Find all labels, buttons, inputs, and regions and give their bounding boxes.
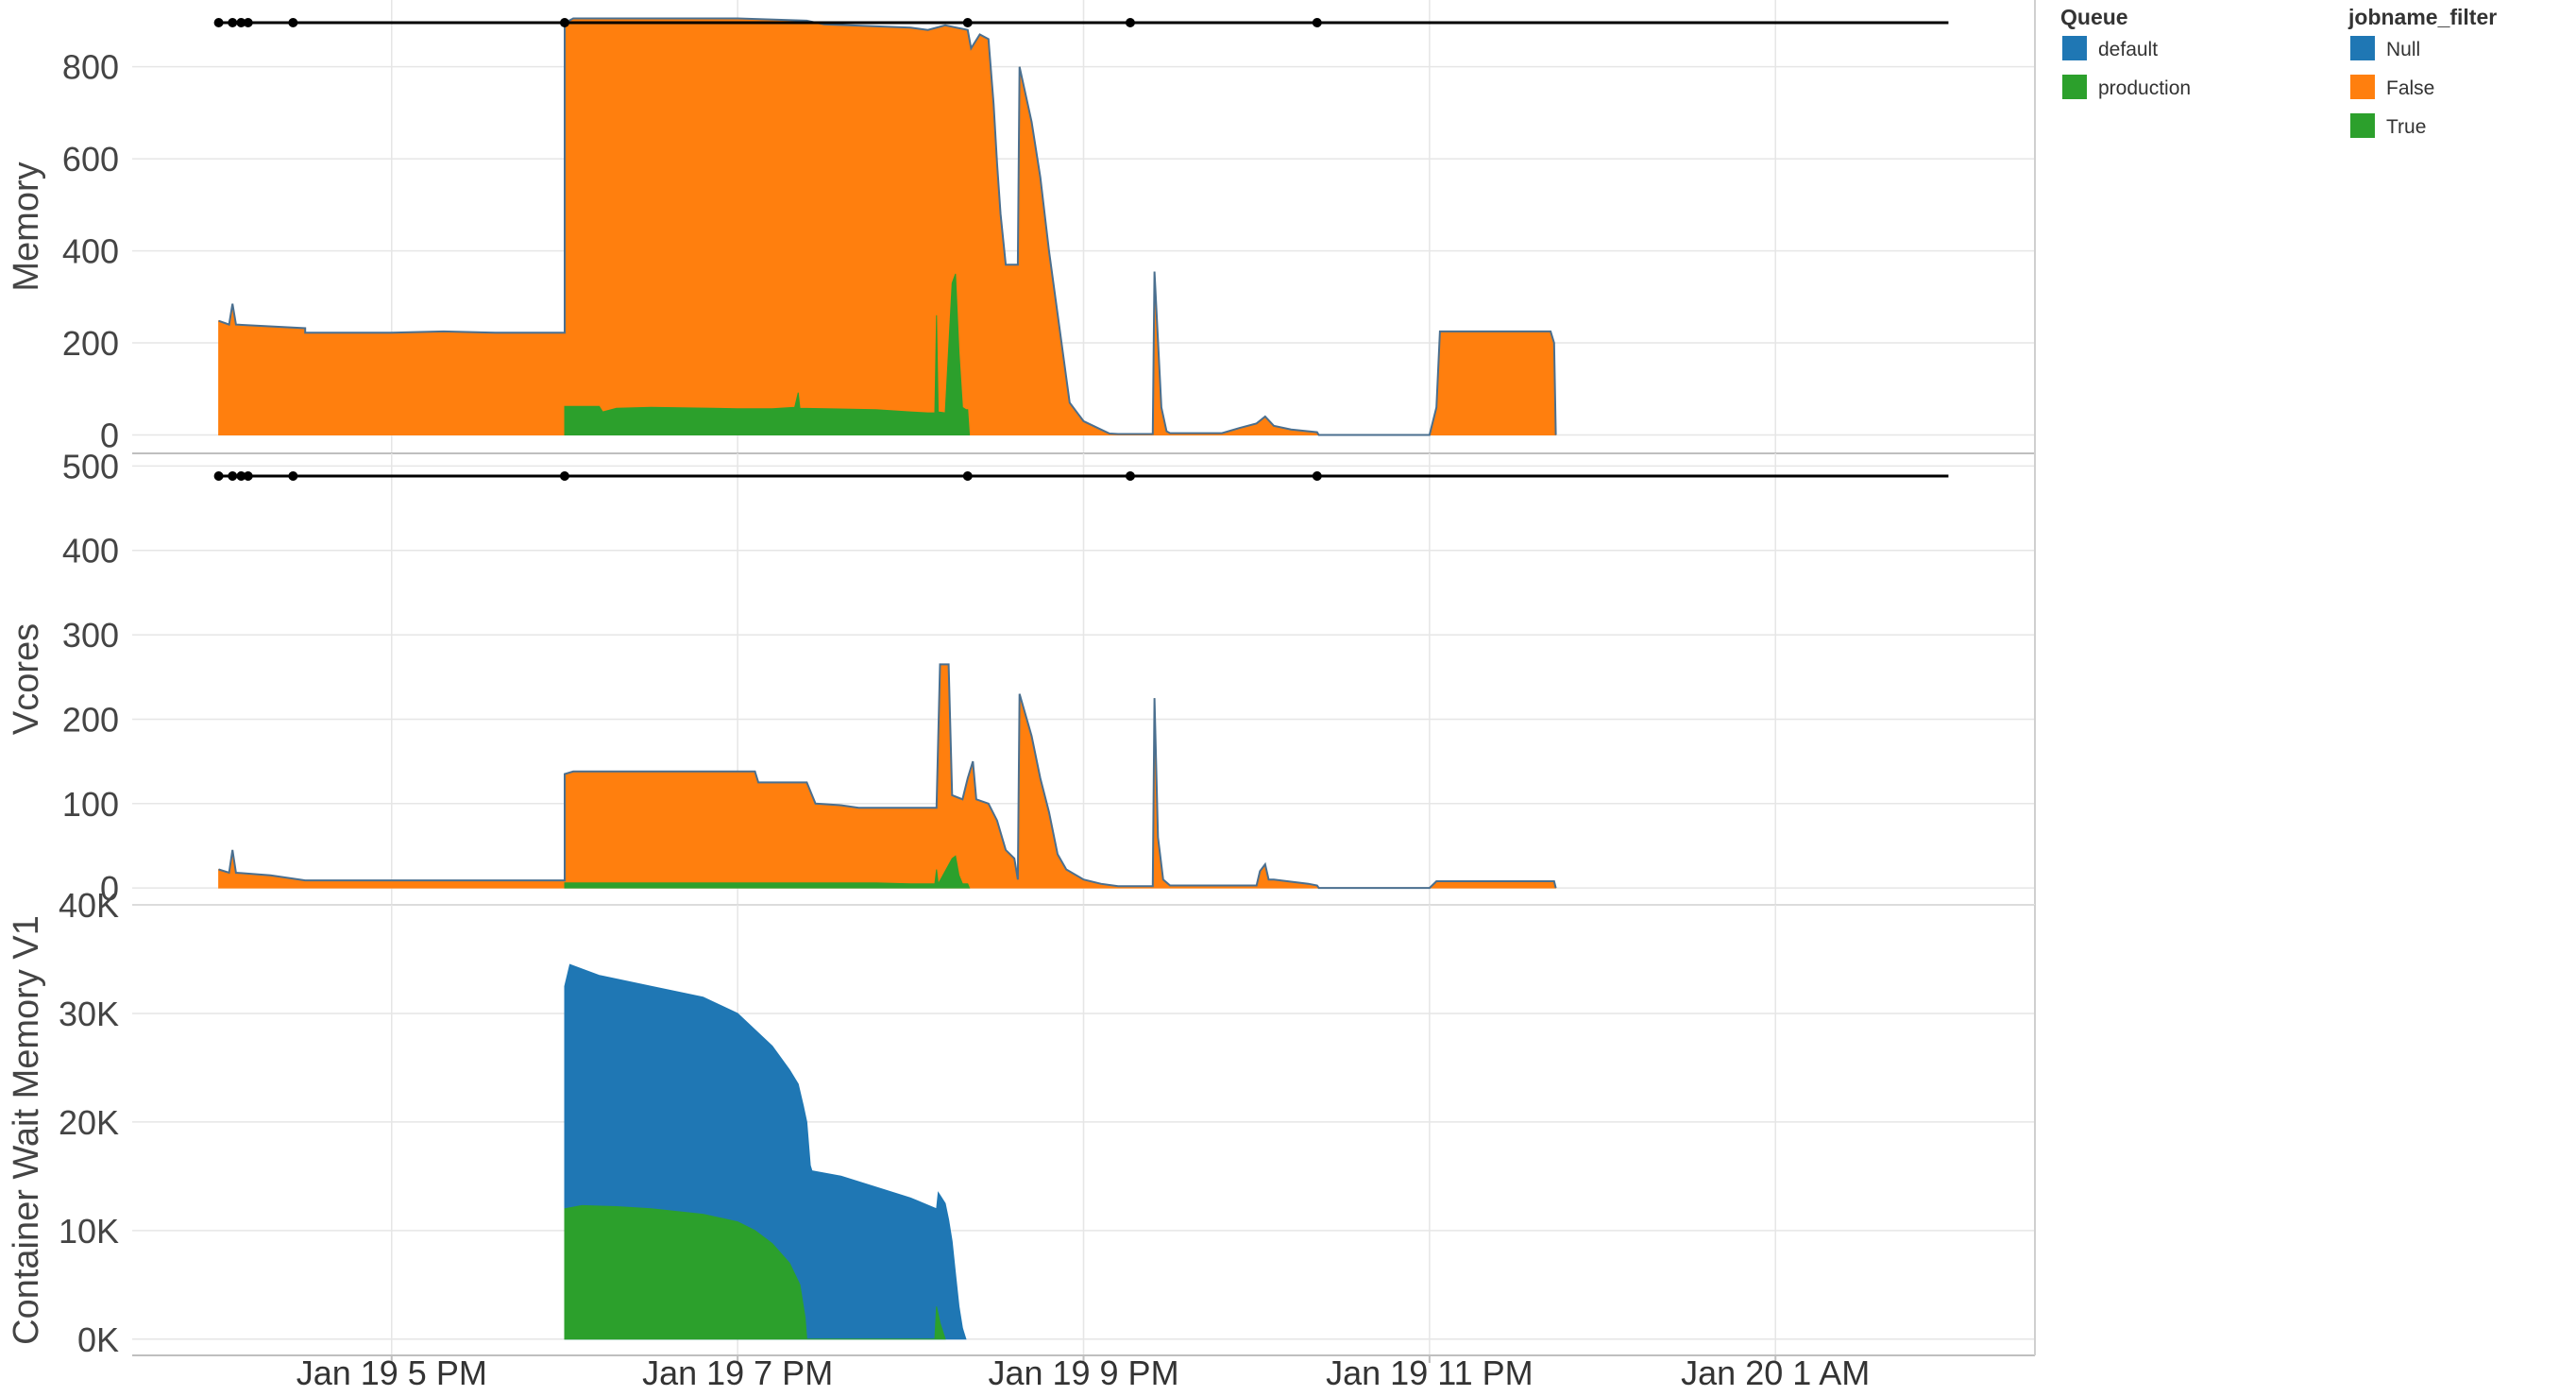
panel-1-ytick-2: 400 <box>62 232 119 271</box>
panel-3-ytick-3: 30K <box>59 995 119 1033</box>
panel-1-event-marker-6 <box>962 18 973 27</box>
panel-2-ytick-5: 500 <box>62 447 119 485</box>
x-tick-label-2: Jan 19 9 PM <box>988 1353 1178 1392</box>
panel-2-series-false-edge <box>218 663 1557 890</box>
panel-1-ytick-0: 0 <box>100 417 119 455</box>
panel-3-ylabel: Container Wait Memory V1 <box>7 915 46 1345</box>
legend-1-swatch-default <box>2062 36 2087 60</box>
panel-2-series-false-area <box>218 663 1557 889</box>
panel-3-ytick-2: 20K <box>59 1103 119 1142</box>
legend-2: jobname_filter Null False True <box>2347 5 2497 138</box>
panel-2-event-marker-6 <box>962 471 973 481</box>
panel-1-ytick-1: 200 <box>62 324 119 363</box>
legend-1: Queue default production <box>2060 5 2191 99</box>
panel-1-event-marker-4 <box>288 18 298 27</box>
panel-1-event-marker-1 <box>228 18 238 27</box>
legend-2-label-null: Null <box>2386 39 2420 60</box>
panel-2-event-marker-1 <box>228 471 238 481</box>
panel-2-ylabel: Vcores <box>7 623 46 735</box>
panel-2: 0 100 200 300 400 500 Vcores <box>7 447 2036 908</box>
panel-2-series-true-area <box>564 855 971 889</box>
legend: Queue default production jobname_filter Null… <box>2060 5 2497 138</box>
panel-1-series-false-edge <box>218 17 1557 436</box>
legend-1-title: Queue <box>2060 5 2128 29</box>
panel-1-ytick-4: 800 <box>62 48 119 87</box>
panel-2-ytick-1: 100 <box>62 785 119 824</box>
panel-3-series-production-area <box>564 1204 946 1340</box>
legend-1-label-production: production <box>2098 77 2191 99</box>
panel-3: 0K 10K 20K 30K 40K Container Wait Memory V1 <box>7 886 2036 1359</box>
panel-2-event-marker-7 <box>1125 471 1135 481</box>
x-axis: Jan 19 5 PM Jan 19 7 PM Jan 19 9 PM Jan 19 … <box>297 1353 1871 1392</box>
panel-1: 0 200 400 600 800 Memory <box>7 0 2036 455</box>
panel-1-series-false-area <box>218 18 1557 435</box>
panel-1-event-marker-2 <box>236 18 246 27</box>
legend-1-swatch-production <box>2062 75 2087 99</box>
panel-2-event-marker-3 <box>243 471 253 481</box>
panel-2-ytick-2: 200 <box>62 700 119 739</box>
x-tick-label-0: Jan 19 5 PM <box>297 1353 487 1392</box>
panels-layer: 0 200 400 600 800 Memory 0 100 200 300 400 500 Vcore… <box>7 0 2036 1359</box>
panel-1-event-marker-7 <box>1125 18 1135 27</box>
legend-2-swatch-null <box>2350 36 2375 60</box>
x-tick-label-3: Jan 19 11 PM <box>1326 1353 1533 1392</box>
panel-1-ytick-3: 600 <box>62 140 119 179</box>
x-tick-label-4: Jan 20 1 AM <box>1681 1353 1870 1392</box>
panel-2-event-marker-4 <box>288 471 298 481</box>
legend-2-swatch-true <box>2350 113 2375 138</box>
panel-2-ytick-0: 0 <box>100 869 119 908</box>
panel-1-ylabel: Memory <box>7 162 46 291</box>
panel-2-event-marker-2 <box>236 471 246 481</box>
panel-1-event-marker-8 <box>1312 18 1322 27</box>
panel-3-ytick-1: 10K <box>59 1212 119 1251</box>
panel-1-event-marker-3 <box>243 18 253 27</box>
legend-1-label-default: default <box>2098 39 2158 60</box>
panel-2-event-marker-8 <box>1312 471 1322 481</box>
panel-3-ytick-4: 40K <box>59 886 119 925</box>
panel-2-ytick-3: 300 <box>62 616 119 655</box>
panel-2-event-marker-0 <box>213 471 224 481</box>
panel-1-event-marker-5 <box>559 18 569 27</box>
legend-2-label-true: True <box>2386 116 2426 138</box>
x-tick-label-1: Jan 19 7 PM <box>642 1353 833 1392</box>
panel-1-event-marker-0 <box>213 18 224 27</box>
panel-3-ytick-0: 0K <box>77 1320 119 1359</box>
panel-2-ytick-4: 400 <box>62 532 119 570</box>
panel-2-event-marker-5 <box>559 471 569 481</box>
legend-2-title: jobname_filter <box>2347 5 2497 29</box>
legend-2-swatch-false <box>2350 75 2375 99</box>
panel-1-series-true-area <box>564 273 971 435</box>
legend-2-label-false: False <box>2386 77 2434 99</box>
